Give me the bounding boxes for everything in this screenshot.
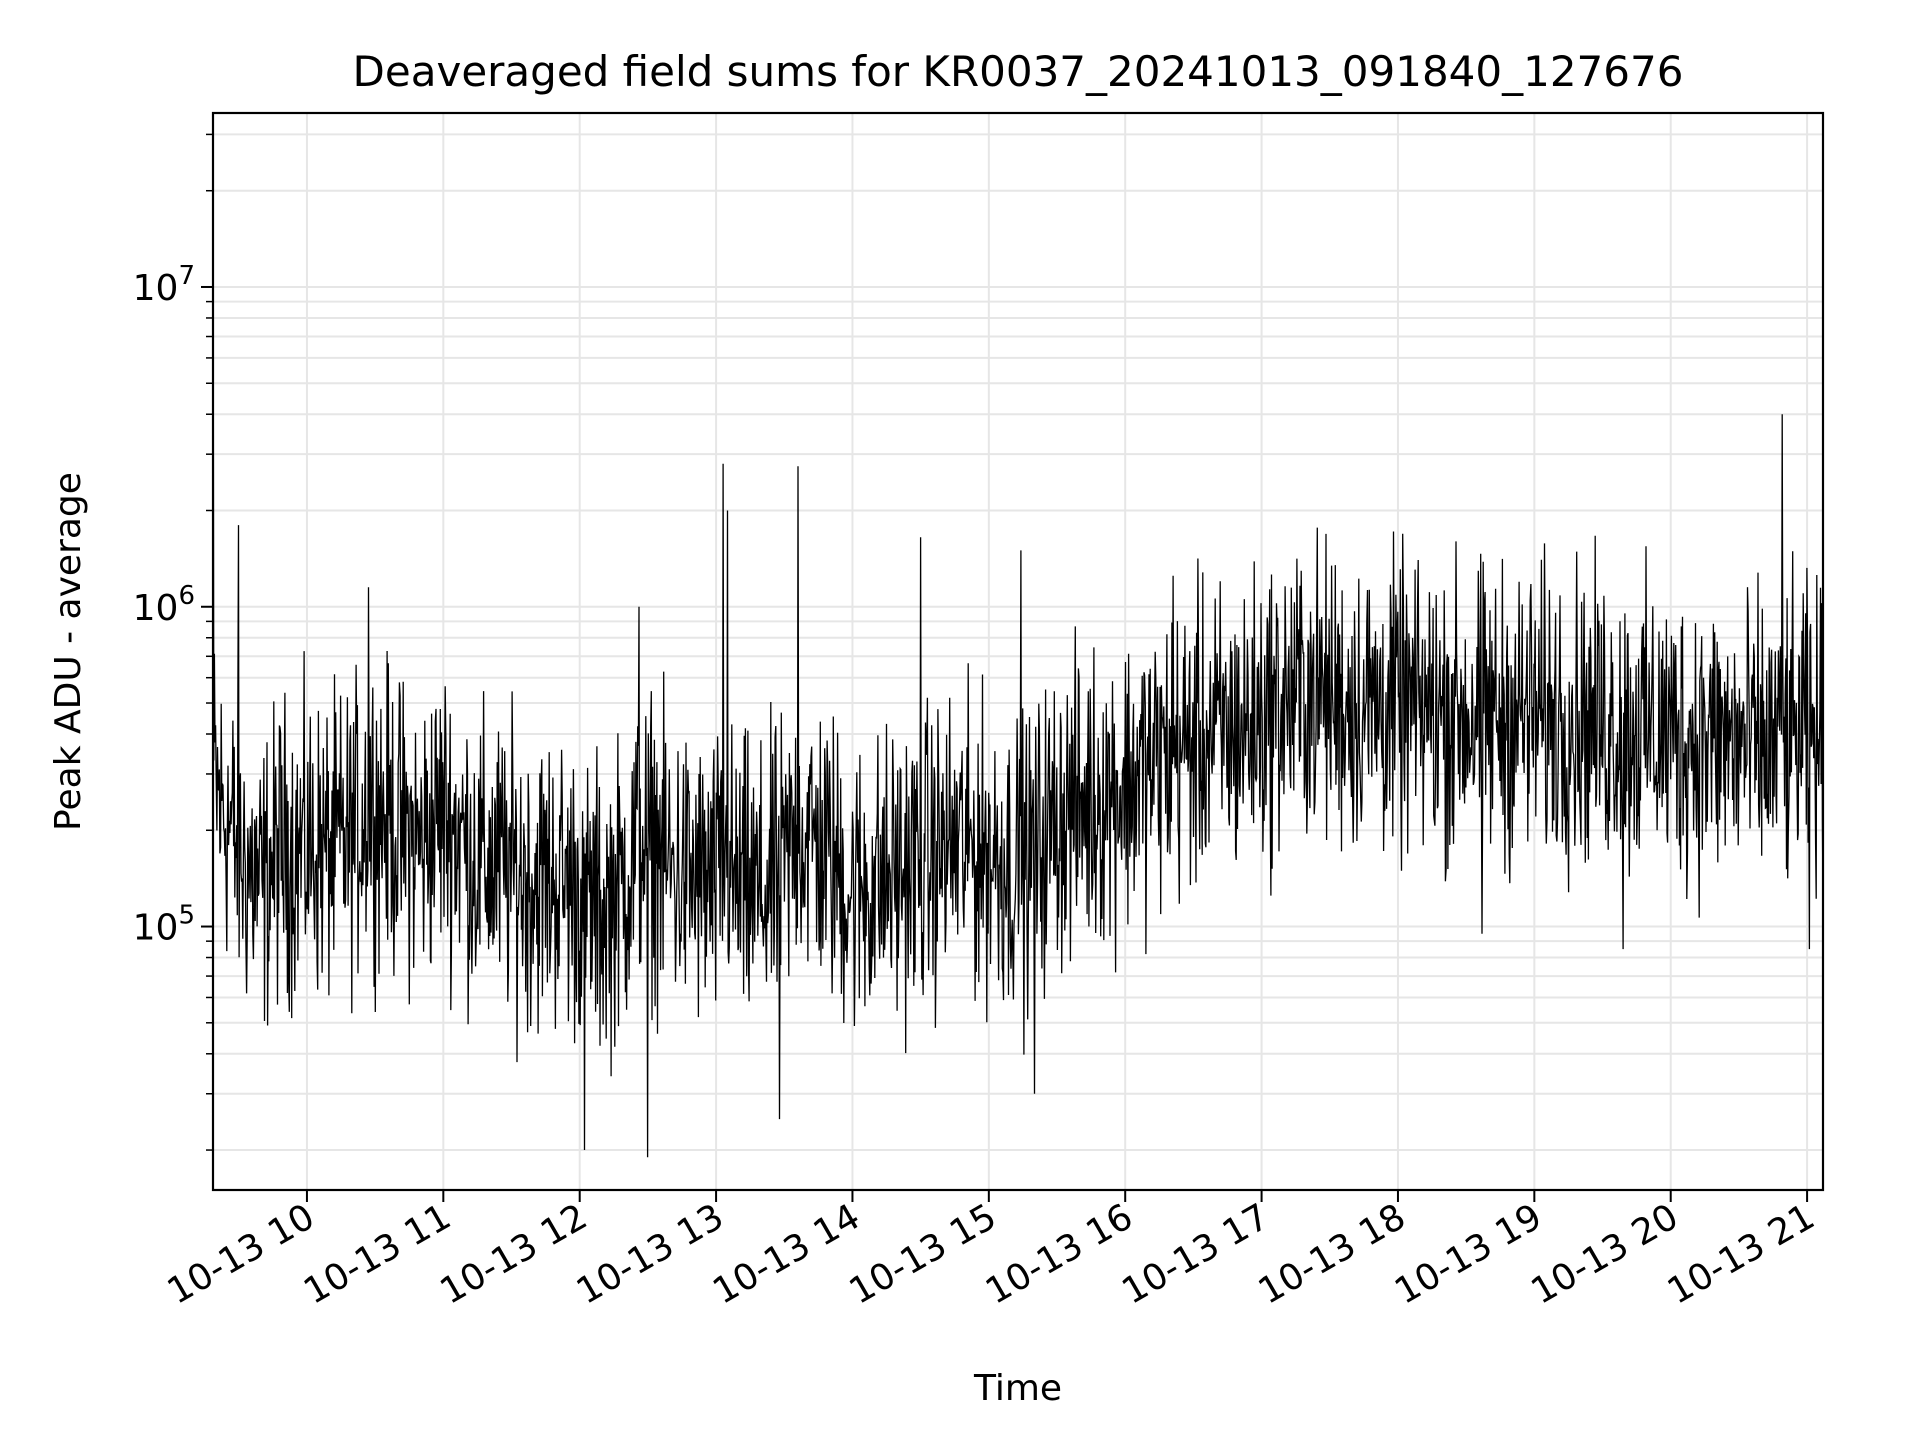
x-tick-label: 10-13 10 xyxy=(161,1196,322,1312)
plot-frame xyxy=(211,111,1825,1192)
y-tick-label: 105 xyxy=(133,901,195,949)
y-tick-base: 10 xyxy=(133,908,179,949)
chart-title: Deaveraged field sums for KR0037_2024101… xyxy=(353,47,1684,96)
y-tick-base: 10 xyxy=(133,588,179,629)
x-tick-label: 10-13 17 xyxy=(1115,1196,1276,1312)
x-tick-label: 10-13 16 xyxy=(979,1196,1140,1312)
y-tick-exponent: 7 xyxy=(178,261,195,291)
y-tick-base: 10 xyxy=(133,268,179,309)
x-tick-label: 10-13 12 xyxy=(434,1196,595,1312)
y-tick-label: 107 xyxy=(133,261,195,309)
y-tick-label: 106 xyxy=(133,581,195,629)
y-tick-exponent: 6 xyxy=(178,581,195,611)
x-tick-label: 10-13 14 xyxy=(706,1196,867,1312)
x-tick-label: 10-13 19 xyxy=(1388,1196,1549,1312)
data-series xyxy=(212,159,1824,1158)
y-tick-exponent: 5 xyxy=(178,901,195,931)
x-axis-label: Time xyxy=(973,1368,1062,1409)
x-tick-label: 10-13 21 xyxy=(1661,1196,1822,1312)
x-tick-label: 10-13 15 xyxy=(843,1196,1004,1312)
series-line xyxy=(212,159,1824,1158)
y-axis-label: Peak ADU - average xyxy=(48,472,89,831)
x-tick-label: 10-13 18 xyxy=(1252,1196,1413,1312)
x-tick-label: 10-13 13 xyxy=(570,1196,731,1312)
x-tick-label: 10-13 11 xyxy=(297,1196,458,1312)
x-tick-label: 10-13 20 xyxy=(1525,1196,1686,1312)
